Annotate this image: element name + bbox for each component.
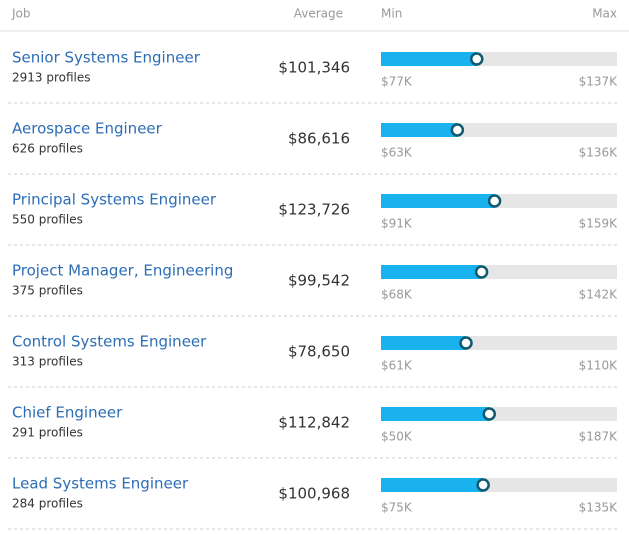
- job-title[interactable]: Chief Engineer: [12, 404, 123, 422]
- profile-count: 626 profiles: [12, 142, 83, 156]
- profile-count: 313 profiles: [12, 355, 83, 369]
- max-salary: $159K: [579, 217, 619, 231]
- average-marker: [450, 123, 465, 137]
- average-bar: [381, 265, 482, 279]
- average-marker: [482, 407, 497, 421]
- average-bar: [381, 123, 458, 137]
- average-marker: [476, 478, 490, 492]
- max-salary: $187K: [579, 430, 619, 444]
- profile-count: 550 profiles: [12, 213, 83, 227]
- min-salary: $68K: [381, 288, 413, 302]
- header-max: Max: [592, 7, 617, 21]
- profile-count: 291 profiles: [12, 426, 83, 440]
- average-salary: $112,842: [278, 414, 350, 432]
- average-marker: [459, 336, 473, 350]
- header-min: Min: [381, 7, 402, 21]
- average-salary: $101,346: [278, 59, 350, 77]
- average-marker: [487, 194, 502, 208]
- average-salary: $100,968: [278, 485, 350, 503]
- average-bar: [381, 194, 495, 208]
- average-marker: [470, 52, 484, 66]
- header-job: Job: [11, 7, 31, 21]
- job-title[interactable]: Project Manager, Engineering: [12, 262, 233, 280]
- profile-count: 2913 profiles: [12, 71, 91, 85]
- max-salary: $137K: [579, 75, 619, 89]
- average-salary: $99,542: [288, 272, 350, 290]
- min-salary: $75K: [381, 501, 413, 515]
- min-salary: $77K: [381, 75, 413, 89]
- average-bar: [381, 478, 484, 492]
- profile-count: 375 profiles: [12, 284, 83, 298]
- job-title[interactable]: Control Systems Engineer: [12, 333, 207, 351]
- job-title[interactable]: Principal Systems Engineer: [12, 191, 217, 209]
- job-title[interactable]: Senior Systems Engineer: [12, 49, 201, 67]
- average-salary: $86,616: [288, 130, 350, 148]
- max-salary: $110K: [579, 359, 619, 373]
- average-bar: [381, 52, 477, 66]
- max-salary: $142K: [579, 288, 619, 302]
- min-salary: $61K: [381, 359, 413, 373]
- min-salary: $50K: [381, 430, 413, 444]
- min-salary: $63K: [381, 146, 413, 160]
- average-bar: [381, 336, 467, 350]
- header-average: Average: [294, 7, 343, 21]
- min-salary: $91K: [381, 217, 413, 231]
- max-salary: $136K: [579, 146, 619, 160]
- average-salary: $123,726: [278, 201, 350, 219]
- job-title[interactable]: Lead Systems Engineer: [12, 475, 189, 493]
- job-title[interactable]: Aerospace Engineer: [12, 120, 163, 138]
- max-salary: $135K: [579, 501, 619, 515]
- average-salary: $78,650: [288, 343, 350, 361]
- average-marker: [474, 265, 489, 279]
- average-bar: [381, 407, 490, 421]
- profile-count: 284 profiles: [12, 497, 83, 511]
